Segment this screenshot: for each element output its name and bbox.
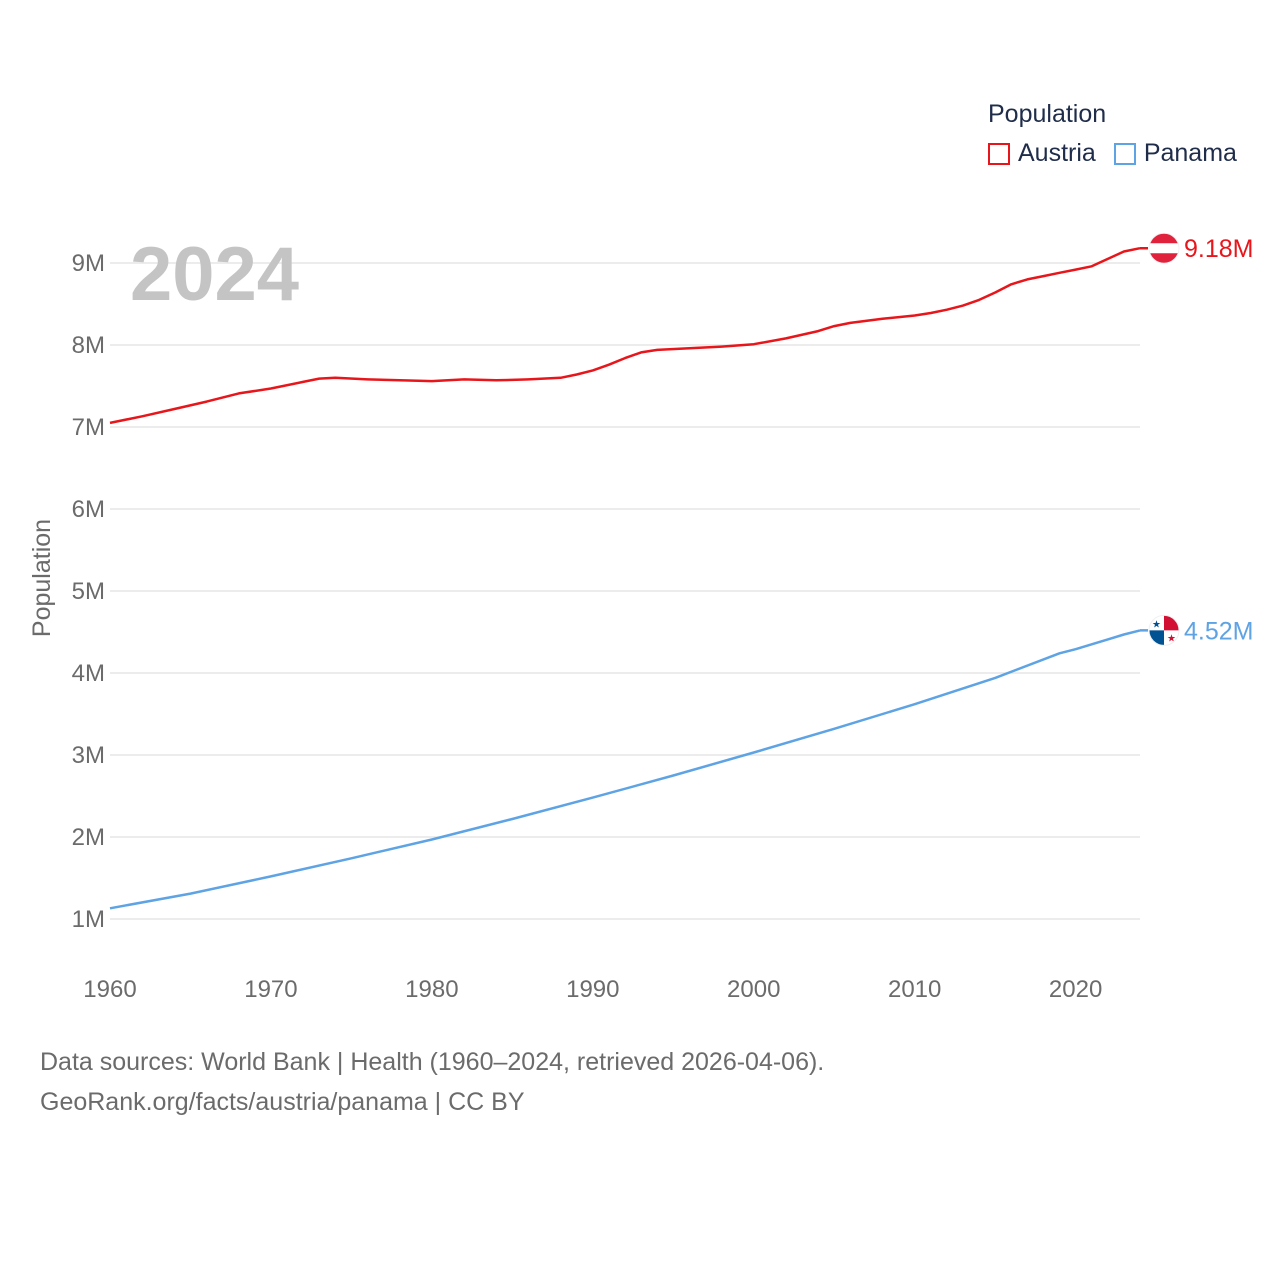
end-value-label-austria: 9.18M bbox=[1184, 235, 1253, 263]
x-tick-label: 1990 bbox=[566, 976, 619, 1003]
footer-link[interactable]: GeoRank.org/facts/austria/panama | CC BY bbox=[40, 1088, 525, 1116]
legend-items: Austria Panama bbox=[988, 139, 1255, 168]
legend-item-panama[interactable]: Panama bbox=[1113, 139, 1237, 168]
series-line-austria[interactable] bbox=[109, 246, 1141, 425]
legend-item-austria[interactable]: Austria bbox=[988, 139, 1096, 168]
year-label: 2024 bbox=[130, 232, 299, 317]
y-axis-title: Population bbox=[28, 519, 56, 637]
legend: Population Austria Panama bbox=[988, 100, 1255, 168]
austria-flag-icon bbox=[1148, 232, 1180, 264]
x-tick-label: 2010 bbox=[888, 976, 941, 1003]
x-tick-label: 1980 bbox=[405, 976, 458, 1003]
legend-swatch-panama bbox=[1113, 142, 1136, 165]
y-tick-label: 5M bbox=[72, 578, 105, 605]
x-tick-label: 2020 bbox=[1049, 976, 1102, 1003]
y-tick-label: 6M bbox=[72, 496, 105, 523]
x-tick-label: 2000 bbox=[727, 976, 780, 1003]
y-tick-label: 9M bbox=[72, 250, 105, 277]
y-tick-label: 3M bbox=[72, 742, 105, 769]
footer: Data sources: World Bank | Health (1960–… bbox=[40, 1042, 824, 1122]
series-lines bbox=[109, 246, 1141, 910]
y-tick-label: 8M bbox=[72, 332, 105, 359]
legend-label-panama: Panama bbox=[1143, 139, 1237, 167]
x-axis-ticks: 1960 1970 1980 1990 2000 2010 2020 bbox=[83, 976, 1102, 1003]
x-tick-label: 1970 bbox=[244, 976, 297, 1003]
svg-text:★: ★ bbox=[1152, 619, 1161, 630]
x-tick-label: 1960 bbox=[83, 976, 136, 1003]
series-line-panama[interactable] bbox=[109, 629, 1141, 910]
y-axis-ticks: 1M 2M 3M 4M 5M 6M 7M 8M 9M bbox=[72, 250, 105, 933]
end-value-label-panama: 4.52M bbox=[1184, 617, 1253, 645]
grid-lines bbox=[110, 262, 1140, 920]
legend-swatch-austria bbox=[988, 142, 1010, 165]
y-tick-label: 1M bbox=[72, 906, 105, 933]
y-tick-label: 7M bbox=[72, 414, 105, 441]
legend-label-austria: Austria bbox=[1018, 139, 1096, 167]
end-markers: 9.18M★★ 4.52M bbox=[1140, 232, 1253, 646]
y-tick-label: 2M bbox=[72, 824, 105, 851]
panama-flag-icon: ★★ bbox=[1148, 614, 1180, 646]
footer-sources: Data sources: World Bank | Health (1960–… bbox=[40, 1048, 825, 1076]
legend-title: Population bbox=[988, 100, 1107, 128]
svg-text:★: ★ bbox=[1167, 633, 1176, 644]
y-tick-label: 4M bbox=[72, 660, 105, 687]
